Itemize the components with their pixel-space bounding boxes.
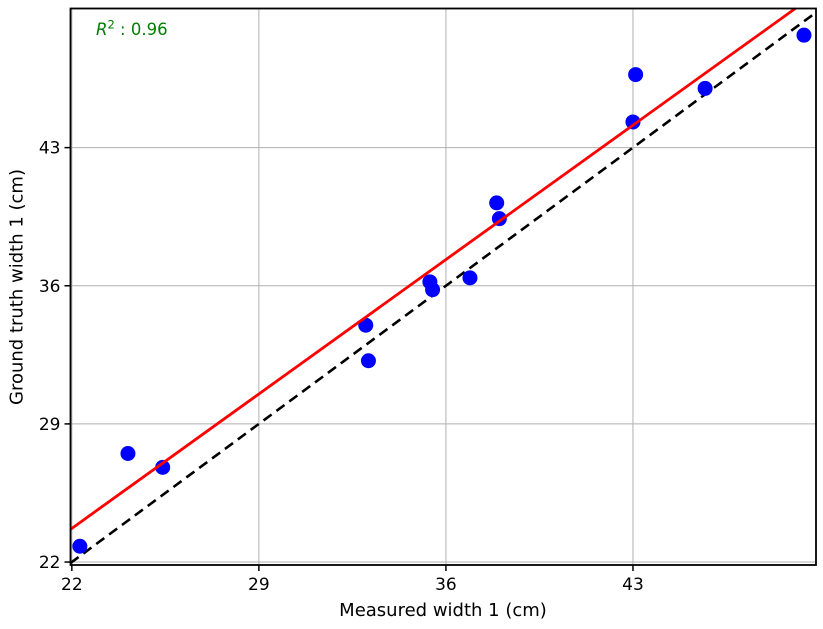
data-point (360, 353, 376, 369)
y-tick-label: 22 (39, 553, 61, 573)
x-tick-label: 43 (622, 575, 644, 595)
x-tick-label: 29 (248, 575, 270, 595)
data-point (72, 538, 88, 554)
data-point (462, 270, 478, 286)
data-point (628, 67, 644, 83)
fit-line (69, 7, 797, 531)
r-squared-variable: R (96, 20, 108, 39)
data-point (796, 27, 812, 43)
r-squared-value: : 0.96 (114, 20, 168, 39)
data-point (697, 80, 713, 96)
r-squared-annotation: R2 : 0.96 (96, 17, 168, 39)
y-tick-label: 29 (39, 415, 61, 435)
x-tick-label: 36 (435, 575, 457, 595)
x-axis-label: Measured width 1 (cm) (339, 600, 547, 621)
y-tick-label: 36 (39, 277, 61, 297)
r-squared-exponent: 2 (107, 17, 115, 32)
data-point (155, 459, 171, 475)
y-axis-label: Ground truth width 1 (cm) (6, 169, 28, 405)
data-point (625, 114, 641, 130)
identity-line (69, 11, 817, 565)
data-point (425, 282, 441, 298)
plot-border (69, 7, 817, 566)
y-tick-label: 43 (39, 139, 61, 159)
data-point (489, 195, 505, 211)
data-point (120, 446, 136, 462)
x-tick-label: 22 (61, 575, 83, 595)
